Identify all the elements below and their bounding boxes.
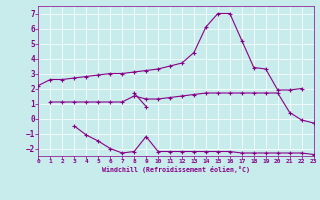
X-axis label: Windchill (Refroidissement éolien,°C): Windchill (Refroidissement éolien,°C) <box>102 166 250 173</box>
